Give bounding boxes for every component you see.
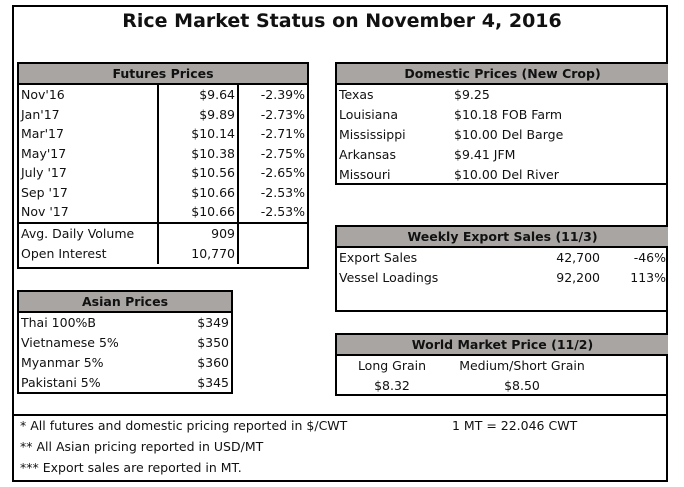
domestic-header: Domestic Prices (New Crop) bbox=[337, 64, 668, 85]
asian-origin: Myanmar 5% bbox=[21, 355, 104, 370]
table-row: Avg. Daily Volume 909 bbox=[19, 221, 307, 244]
stat-label: Open Interest bbox=[21, 245, 107, 261]
medium-short-grain-label: Medium/Short Grain bbox=[459, 358, 585, 373]
futures-change: -2.73% bbox=[237, 104, 307, 124]
table-row: Thai 100%B $349 bbox=[19, 313, 231, 333]
table-row: July '17 $10.56 -2.65% bbox=[19, 163, 307, 183]
futures-price: $10.56 bbox=[157, 163, 237, 183]
conversion-note: 1 MT = 22.046 CWT bbox=[452, 418, 578, 433]
long-grain-label: Long Grain bbox=[357, 358, 427, 373]
contract-month: May'17 bbox=[21, 145, 67, 161]
table-row: Export Sales 42,700 -46% bbox=[337, 248, 668, 268]
futures-change: -2.65% bbox=[237, 163, 307, 183]
footnote-divider bbox=[12, 414, 666, 416]
stat-blank bbox=[237, 243, 307, 264]
domestic-prices-table: Domestic Prices (New Crop) Texas $9.25 Lou… bbox=[335, 62, 668, 185]
state-name: Missouri bbox=[339, 167, 391, 182]
table-row: May'17 $10.38 -2.75% bbox=[19, 143, 307, 163]
export-change: 113% bbox=[630, 270, 666, 285]
long-grain-price: $8.32 bbox=[374, 378, 410, 393]
table-row: Jan'17 $9.89 -2.73% bbox=[19, 104, 307, 124]
contract-month: Jan'17 bbox=[21, 106, 60, 122]
futures-table: Futures Prices Nov'16 $9.64 -2.39% Jan'17 $9… bbox=[17, 62, 309, 269]
domestic-price: $9.25 bbox=[454, 87, 490, 102]
table-row: Sep '17 $10.66 -2.53% bbox=[19, 182, 307, 202]
stat-label: Avg. Daily Volume bbox=[21, 225, 135, 241]
asian-price: $350 bbox=[197, 335, 229, 350]
state-name: Louisiana bbox=[339, 107, 399, 122]
asian-header: Asian Prices bbox=[19, 292, 231, 313]
futures-header: Futures Prices bbox=[19, 64, 307, 85]
asian-origin: Pakistani 5% bbox=[21, 375, 101, 390]
stat-value: 10,770 bbox=[157, 243, 237, 264]
table-row: Open Interest 10,770 bbox=[19, 243, 307, 264]
table-row: Mar'17 $10.14 -2.71% bbox=[19, 124, 307, 144]
contract-month: Mar'17 bbox=[21, 126, 64, 141]
domestic-price: $9.41 JFM bbox=[454, 147, 516, 162]
table-row: Vietnamese 5% $350 bbox=[19, 333, 231, 353]
domestic-price: $10.18 FOB Farm bbox=[454, 107, 563, 122]
state-name: Texas bbox=[339, 87, 374, 102]
export-label: Export Sales bbox=[339, 250, 418, 265]
world-header: World Market Price (11/2) bbox=[337, 335, 668, 356]
table-row: Arkansas $9.41 JFM bbox=[337, 145, 668, 165]
domestic-price: $10.00 Del River bbox=[454, 167, 559, 182]
exports-header: Weekly Export Sales (11/3) bbox=[337, 227, 668, 248]
export-value: 42,700 bbox=[556, 250, 600, 265]
asian-origin: Vietnamese 5% bbox=[21, 335, 119, 350]
table-row: Mississippi $10.00 Del Barge bbox=[337, 125, 668, 145]
contract-month: Nov'16 bbox=[21, 87, 65, 102]
export-sales-table: Weekly Export Sales (11/3) Export Sales 4… bbox=[335, 225, 668, 312]
futures-change: -2.71% bbox=[237, 124, 307, 144]
futures-change: -2.75% bbox=[237, 143, 307, 163]
page-title: Rice Market Status on November 4, 2016 bbox=[122, 10, 562, 32]
asian-price: $345 bbox=[197, 375, 229, 390]
table-row: Vessel Loadings 92,200 113% bbox=[337, 268, 668, 288]
table-row: Louisiana $10.18 FOB Farm bbox=[337, 105, 668, 125]
futures-price: $9.64 bbox=[157, 85, 237, 105]
contract-month: July '17 bbox=[21, 165, 67, 180]
table-row: Texas $9.25 bbox=[337, 85, 668, 105]
futures-price: $9.89 bbox=[157, 104, 237, 124]
footnote-3: *** Export sales are reported in MT. bbox=[20, 460, 242, 475]
state-name: Mississippi bbox=[339, 127, 406, 142]
world-price-table: World Market Price (11/2) Long Grain Medi… bbox=[335, 333, 668, 396]
domestic-price: $10.00 Del Barge bbox=[454, 127, 564, 142]
table-row: Missouri $10.00 Del River bbox=[337, 165, 668, 185]
futures-change: -2.53% bbox=[237, 182, 307, 202]
futures-change: -2.39% bbox=[237, 85, 307, 105]
asian-origin: Thai 100%B bbox=[21, 315, 96, 330]
footnote-2: ** All Asian pricing reported in USD/MT bbox=[20, 439, 264, 454]
export-value: 92,200 bbox=[556, 270, 600, 285]
footnote-1: * All futures and domestic pricing repor… bbox=[20, 418, 348, 433]
stat-blank bbox=[237, 223, 307, 244]
table-row: Myanmar 5% $360 bbox=[19, 353, 231, 373]
futures-price: $10.14 bbox=[157, 124, 237, 144]
contract-month: Nov '17 bbox=[21, 204, 69, 219]
table-row: Pakistani 5% $345 bbox=[19, 373, 231, 393]
table-row: Nov '17 $10.66 -2.53% bbox=[19, 202, 307, 222]
futures-change: -2.53% bbox=[237, 202, 307, 222]
contract-month: Sep '17 bbox=[21, 184, 68, 200]
export-change: -46% bbox=[633, 250, 666, 265]
asian-price: $349 bbox=[197, 315, 229, 330]
state-name: Arkansas bbox=[339, 147, 396, 162]
stat-value: 909 bbox=[157, 223, 237, 244]
asian-prices-table: Asian Prices Thai 100%B $349 Vietnamese 5%… bbox=[17, 290, 233, 394]
futures-price: $10.66 bbox=[157, 182, 237, 202]
medium-short-grain-price: $8.50 bbox=[504, 378, 540, 393]
futures-price: $10.38 bbox=[157, 143, 237, 163]
asian-price: $360 bbox=[197, 355, 229, 370]
futures-price: $10.66 bbox=[157, 202, 237, 222]
export-label: Vessel Loadings bbox=[339, 270, 439, 285]
table-row: Nov'16 $9.64 -2.39% bbox=[19, 85, 307, 105]
